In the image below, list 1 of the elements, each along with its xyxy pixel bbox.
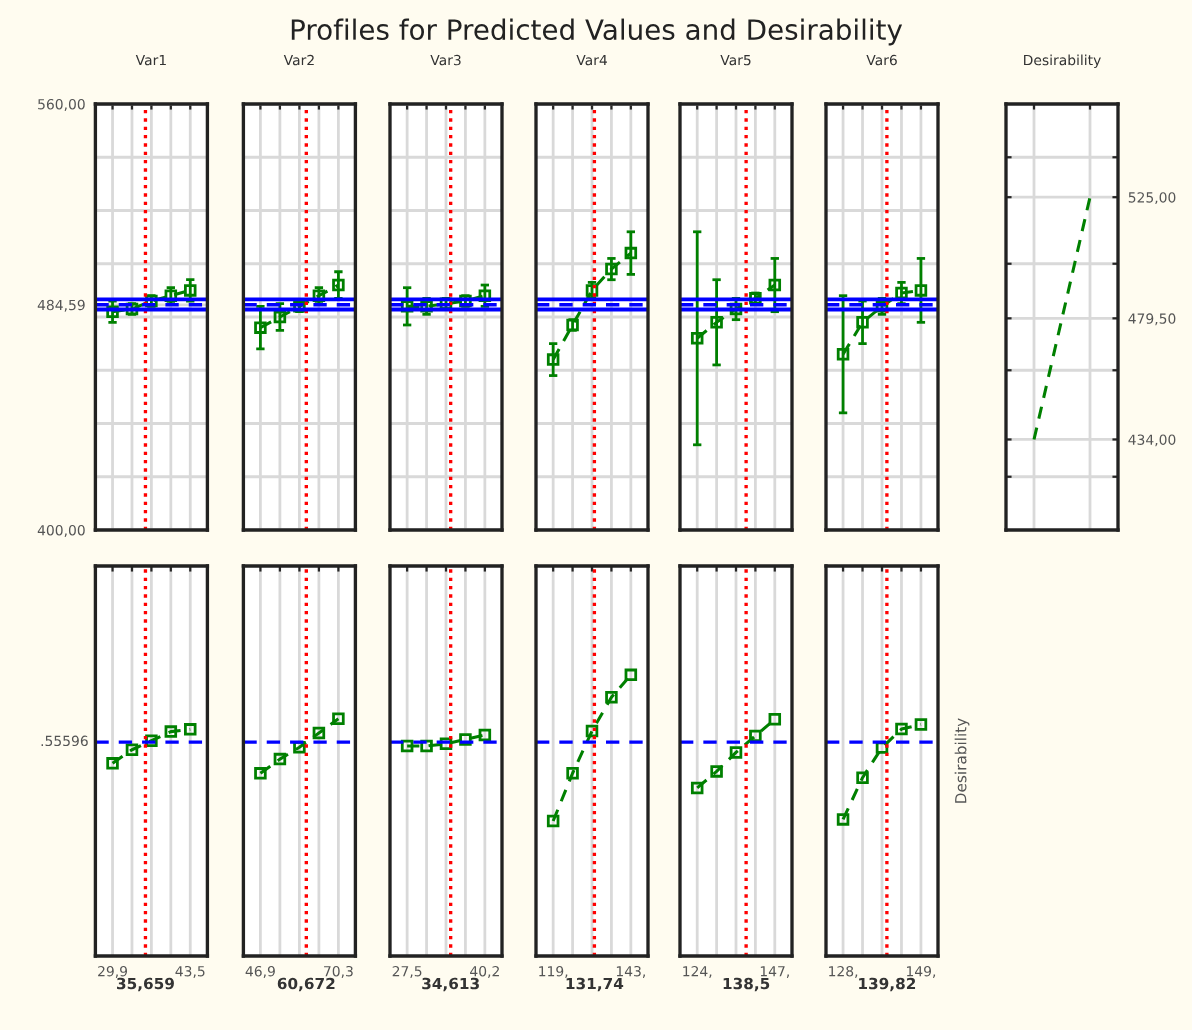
text: Profiles for Predicted Values and Desirability <box>291 18 903 46</box>
